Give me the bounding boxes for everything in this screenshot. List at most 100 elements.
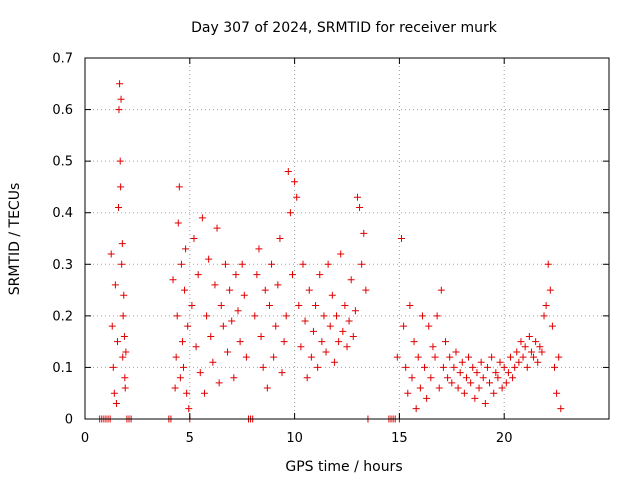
data-point bbox=[185, 405, 193, 413]
x-tick-label: 5 bbox=[186, 431, 194, 446]
data-point bbox=[511, 363, 519, 371]
data-point bbox=[448, 379, 456, 387]
data-point bbox=[219, 322, 227, 330]
data-point bbox=[341, 302, 349, 310]
data-point bbox=[282, 312, 290, 320]
data-point bbox=[442, 338, 450, 346]
data-point bbox=[117, 183, 125, 191]
axis-ticks: 0 0.1 0.2 0.3 0.4 0.5 0.6 0.7 0 5 10 15 20 bbox=[52, 52, 609, 446]
data-point bbox=[207, 332, 215, 340]
y-tick-label: 0.7 bbox=[52, 52, 73, 67]
data-point bbox=[483, 363, 491, 371]
data-point bbox=[203, 312, 211, 320]
data-point bbox=[523, 363, 531, 371]
data-point bbox=[121, 374, 129, 382]
data-point bbox=[113, 338, 121, 346]
data-point bbox=[322, 348, 330, 356]
data-point bbox=[174, 219, 182, 227]
data-point bbox=[458, 358, 466, 366]
data-point bbox=[519, 353, 527, 361]
data-point bbox=[504, 369, 512, 377]
data-point bbox=[400, 322, 408, 330]
data-point bbox=[110, 389, 118, 397]
data-point bbox=[228, 317, 236, 325]
data-point bbox=[118, 260, 126, 268]
data-point bbox=[192, 343, 200, 351]
data-point bbox=[312, 302, 320, 310]
data-point bbox=[291, 178, 299, 186]
data-point bbox=[180, 363, 188, 371]
chart-title: Day 307 of 2024, SRMTID for receiver mur… bbox=[191, 20, 498, 36]
data-point bbox=[456, 369, 464, 377]
data-point bbox=[221, 260, 229, 268]
data-point bbox=[473, 369, 481, 377]
data-point bbox=[236, 338, 244, 346]
data-point bbox=[172, 353, 180, 361]
data-point bbox=[274, 281, 282, 289]
data-point bbox=[460, 389, 468, 397]
data-point bbox=[118, 240, 126, 248]
data-point bbox=[251, 312, 259, 320]
data-point bbox=[121, 384, 129, 392]
data-point bbox=[553, 389, 561, 397]
x-tick-label: 10 bbox=[286, 431, 303, 446]
data-point bbox=[351, 307, 359, 315]
data-point bbox=[270, 353, 278, 361]
data-point bbox=[467, 379, 475, 387]
x-tick-label: 0 bbox=[81, 431, 89, 446]
data-point bbox=[171, 384, 179, 392]
data-point bbox=[107, 250, 115, 258]
data-point bbox=[320, 312, 328, 320]
data-point bbox=[425, 322, 433, 330]
data-point bbox=[117, 95, 125, 103]
data-point bbox=[353, 193, 361, 201]
data-point bbox=[362, 286, 370, 294]
data-point bbox=[551, 363, 559, 371]
data-point bbox=[240, 291, 248, 299]
data-point bbox=[337, 250, 345, 258]
data-point bbox=[397, 235, 405, 242]
data-point bbox=[184, 322, 192, 330]
data-point bbox=[555, 353, 563, 361]
data-point bbox=[410, 338, 418, 346]
y-tick-label: 0 bbox=[65, 413, 73, 428]
data-point bbox=[450, 363, 458, 371]
data-point bbox=[412, 405, 420, 413]
data-point bbox=[303, 374, 311, 382]
data-point bbox=[498, 384, 506, 392]
data-point bbox=[276, 235, 284, 242]
data-point bbox=[234, 307, 242, 315]
data-point bbox=[345, 317, 353, 325]
data-point bbox=[122, 348, 130, 356]
data-point bbox=[200, 389, 208, 397]
data-point bbox=[490, 389, 498, 397]
data-point bbox=[119, 312, 127, 320]
data-point bbox=[408, 374, 416, 382]
data-point bbox=[108, 322, 116, 330]
data-point bbox=[414, 353, 422, 361]
data-point bbox=[360, 229, 368, 237]
y-tick-label: 0.1 bbox=[52, 361, 73, 376]
y-tick-label: 0.3 bbox=[52, 258, 73, 273]
data-point bbox=[272, 322, 280, 330]
data-point bbox=[431, 353, 439, 361]
data-point bbox=[427, 374, 435, 382]
data-point bbox=[257, 332, 265, 340]
data-point bbox=[188, 302, 196, 310]
data-point bbox=[532, 338, 540, 346]
data-point bbox=[534, 358, 542, 366]
data-point bbox=[328, 291, 336, 299]
data-point bbox=[217, 302, 225, 310]
data-point bbox=[557, 405, 565, 413]
data-point bbox=[416, 384, 424, 392]
data-point bbox=[538, 348, 546, 356]
data-point bbox=[226, 286, 234, 294]
data-point bbox=[517, 338, 525, 346]
data-point bbox=[500, 363, 508, 371]
data-point bbox=[112, 400, 120, 408]
data-point bbox=[515, 358, 523, 366]
data-point bbox=[356, 204, 364, 212]
data-point bbox=[488, 353, 496, 361]
data-point bbox=[333, 312, 341, 320]
data-point bbox=[343, 343, 351, 351]
